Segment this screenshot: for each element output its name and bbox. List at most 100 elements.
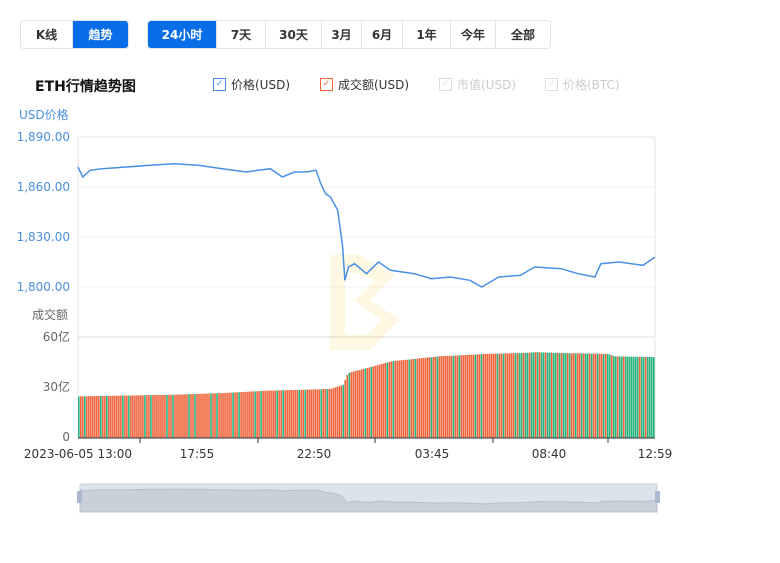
tab-3m[interactable]: 3月 (322, 21, 362, 48)
volume-bar (226, 392, 228, 438)
volume-bar (236, 392, 238, 438)
legend-label: 成交额(USD) (338, 78, 410, 92)
tab-7d[interactable]: 7天 (217, 21, 266, 48)
plot-border (77, 136, 656, 438)
checkbox-checked-icon[interactable]: ✓ (213, 78, 226, 91)
volume-bar (456, 355, 459, 438)
range-tabs: 24小时 7天 30天 3月 6月 1年 今年 全部 (147, 20, 551, 49)
price-axis-label: USD价格 (19, 107, 69, 122)
volume-bar (118, 395, 120, 438)
volume-bar (372, 366, 375, 438)
volume-bar (570, 353, 573, 438)
volume-bar (182, 394, 184, 438)
volume-bar (222, 393, 224, 438)
tab-6m[interactable]: 6月 (362, 21, 403, 48)
volume-bar (396, 360, 399, 438)
volume-bar (538, 352, 541, 438)
volume-bar (134, 395, 136, 438)
tab-all[interactable]: 全部 (510, 28, 535, 42)
volume-bar (84, 396, 86, 438)
tab-ytd[interactable]: 今年 (451, 21, 496, 48)
x-tick-label: 08:40 (532, 447, 567, 461)
volume-bar (254, 391, 256, 438)
price-tick: 1,830.00 (17, 230, 70, 244)
volume-bar (192, 394, 194, 438)
volume-bar (528, 352, 531, 438)
volume-bar (344, 379, 347, 438)
volume-bar (530, 352, 533, 438)
volume-bar (482, 354, 485, 438)
volume-bar (228, 392, 230, 438)
volume-bar (152, 395, 154, 438)
volume-bar (354, 371, 357, 438)
volume-bar (164, 394, 166, 438)
volume-bar (352, 371, 355, 438)
volume-tick: 0 (62, 430, 70, 444)
volume-bar (500, 353, 503, 438)
volume-bar (526, 352, 529, 438)
volume-bar (602, 353, 605, 438)
volume-bar (592, 353, 595, 438)
volume-bar (398, 360, 401, 438)
volume-bar (566, 353, 569, 438)
volume-bar (598, 353, 601, 438)
volume-bar (648, 357, 651, 438)
volume-bar (532, 352, 535, 438)
volume-bar (620, 356, 623, 438)
volume-bar (608, 354, 611, 438)
volume-bar (176, 394, 178, 438)
tab-24h[interactable]: 24小时 (148, 21, 217, 48)
tab-1y[interactable]: 1年 (403, 21, 451, 48)
checkbox-icon[interactable]: ✓ (545, 78, 558, 91)
tab-kline[interactable]: K线 (21, 21, 73, 48)
volume-bar (232, 392, 234, 438)
volume-bar (136, 395, 138, 438)
tab-30d[interactable]: 30天 (266, 21, 322, 48)
volume-bar (154, 395, 156, 438)
legend-marketcap-usd[interactable]: ✓ 市值(USD) (439, 76, 516, 93)
volume-bar (408, 359, 411, 438)
volume-bar (560, 353, 563, 438)
checkbox-icon[interactable]: ✓ (439, 78, 452, 91)
x-tick-label: 17:55 (180, 447, 215, 461)
legend-volume-usd[interactable]: ✓ 成交额(USD) (320, 76, 409, 93)
volume-bar (486, 353, 489, 438)
volume-bar (268, 390, 270, 438)
volume-bar (324, 389, 327, 438)
volume-bar (490, 353, 493, 438)
volume-bar (614, 356, 617, 438)
legend-price-btc[interactable]: ✓ 价格(BTC) (545, 76, 620, 93)
volume-bar (252, 391, 254, 438)
volume-bar (496, 353, 499, 438)
volume-bar (622, 356, 625, 438)
volume-bar (632, 356, 635, 438)
volume-bar (540, 352, 543, 438)
volume-bar (434, 356, 437, 439)
checkbox-checked-icon[interactable]: ✓ (320, 78, 333, 91)
volume-bar (88, 396, 90, 438)
volume-bar (470, 354, 473, 438)
volume-bar (180, 394, 182, 438)
zoom-slider[interactable] (77, 483, 660, 513)
volume-bar (312, 389, 315, 438)
volume-bar (404, 359, 407, 438)
legend-price-usd[interactable]: ✓ 价格(USD) (213, 76, 290, 93)
volume-bar (624, 356, 627, 438)
volume-bar (264, 390, 266, 438)
volume-bar (394, 360, 397, 438)
volume-bar (410, 359, 413, 439)
volume-bar (144, 395, 146, 438)
volume-bar (346, 374, 349, 438)
volume-bar (110, 395, 112, 438)
volume-bar (488, 353, 491, 438)
volume-bar (544, 352, 547, 438)
tab-trend[interactable]: 趋势 (73, 21, 128, 48)
slider-handle-left[interactable] (77, 491, 82, 503)
volume-bar (260, 391, 262, 438)
slider-handle-right[interactable] (655, 491, 660, 503)
volume-bar (618, 356, 621, 438)
volume-bar (442, 356, 445, 438)
volume-bar (518, 353, 521, 438)
volume-bar (586, 353, 589, 438)
volume-bar (216, 393, 218, 438)
